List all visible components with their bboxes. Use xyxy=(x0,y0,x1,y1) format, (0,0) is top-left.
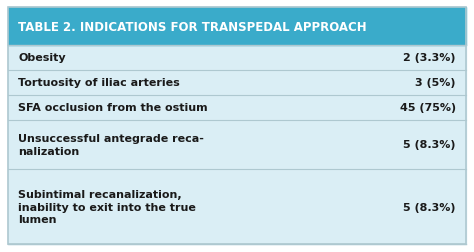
Bar xyxy=(8,8,466,46)
Text: 45 (75%): 45 (75%) xyxy=(400,103,456,113)
Text: 5 (8.3%): 5 (8.3%) xyxy=(403,140,456,150)
Text: 2 (3.3%): 2 (3.3%) xyxy=(403,53,456,63)
Bar xyxy=(8,46,466,244)
Text: 3 (5%): 3 (5%) xyxy=(416,78,456,88)
Text: Unsuccessful antegrade reca-
nalization: Unsuccessful antegrade reca- nalization xyxy=(18,134,204,156)
Text: 5 (8.3%): 5 (8.3%) xyxy=(403,202,456,212)
Text: Tortuosity of iliac arteries: Tortuosity of iliac arteries xyxy=(18,78,180,88)
Text: Subintimal recanalization,
inability to exit into the true
lumen: Subintimal recanalization, inability to … xyxy=(18,189,196,225)
Text: SFA occlusion from the ostium: SFA occlusion from the ostium xyxy=(18,103,208,113)
Text: Obesity: Obesity xyxy=(18,53,65,63)
Text: TABLE 2. INDICATIONS FOR TRANSPEDAL APPROACH: TABLE 2. INDICATIONS FOR TRANSPEDAL APPR… xyxy=(18,20,366,33)
